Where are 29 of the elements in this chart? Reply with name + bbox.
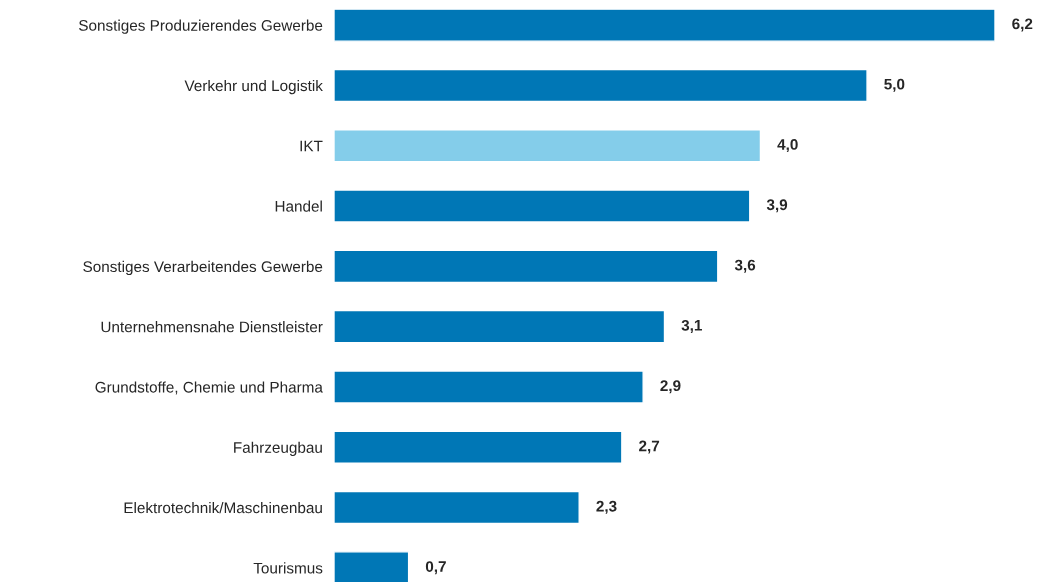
y-tick-label: Sonstiges Verarbeitendes Gewerbe [83,260,323,276]
y-tick-label: Sonstiges Produzierendes Gewerbe [79,19,323,34]
bar [334,249,719,284]
bar [334,68,868,103]
bar [334,8,996,42]
data-label: 6,2 [1012,18,1033,32]
y-tick-label: Handel [275,200,322,212]
bar [334,129,762,163]
y-tick-label: Fahrzeugbau [234,441,322,456]
data-label: 3,6 [734,259,756,273]
y-tick-label: Tourismus [253,562,323,574]
data-label: 2,9 [660,380,681,394]
data-label: 2,7 [639,440,660,454]
y-tick-label: Verkehr und Logistik [184,79,323,95]
y-tick-label: Elektrotechnik/Maschinenbau [124,502,322,514]
data-label: 2,3 [596,500,617,514]
bar [334,189,751,223]
data-label: 3,1 [681,319,702,333]
data-label: 4,0 [777,139,798,153]
bar [334,430,623,464]
y-tick-label: IKT [300,140,323,152]
data-label: 0,7 [425,561,446,575]
y-tick-label: Unternehmensnahe Dienstleister [101,321,323,333]
data-label: 5,0 [884,78,905,92]
bar [334,370,644,404]
y-tick-label: Grundstoffe, Chemie und Pharma [95,381,323,395]
data-label: 3,9 [766,199,788,213]
bar [334,490,580,525]
bar [334,309,666,344]
